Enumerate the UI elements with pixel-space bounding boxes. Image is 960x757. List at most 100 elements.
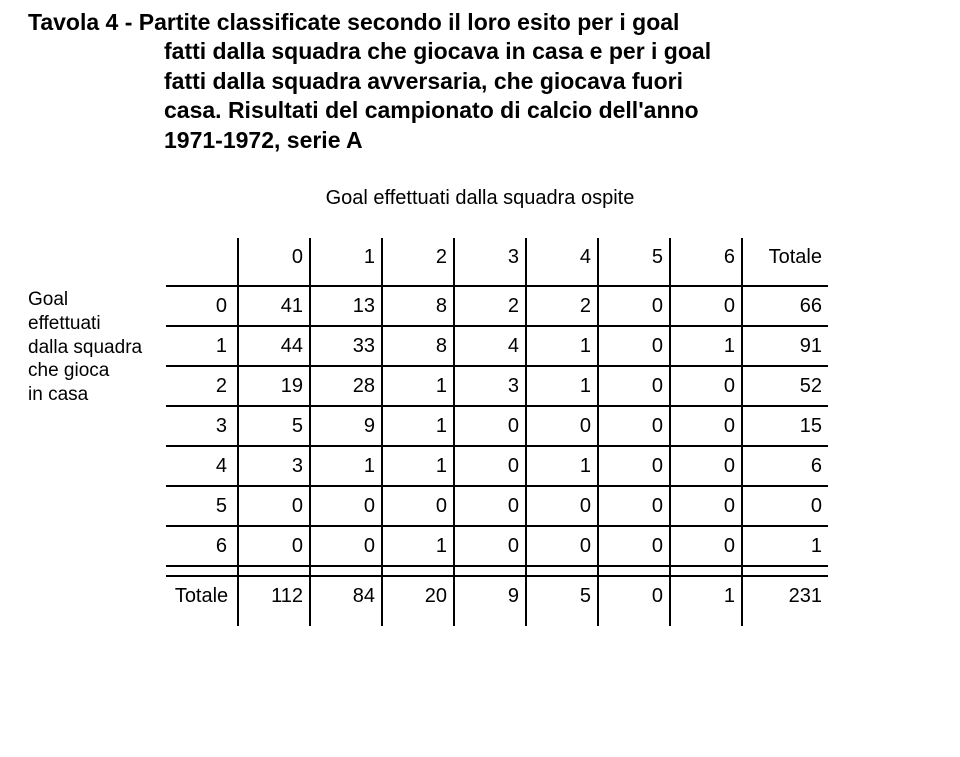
cell: 0	[598, 326, 670, 366]
col-header: 5	[598, 238, 670, 276]
cell: 19	[238, 366, 310, 406]
row-header: 5	[166, 486, 238, 526]
table-row: 1 44 33 8 4 1 0 1 91	[166, 326, 828, 366]
col-total: 5	[526, 576, 598, 616]
cell: 9	[310, 406, 382, 446]
col-total: 9	[454, 576, 526, 616]
row-header: 2	[166, 366, 238, 406]
column-group-label: Goal effettuati dalla squadra ospite	[28, 187, 932, 210]
cell: 5	[238, 406, 310, 446]
col-header-total: Totale	[742, 238, 828, 276]
rowlabel-line: Goal	[28, 288, 166, 312]
col-total: 84	[310, 576, 382, 616]
title-line-3: fatti dalla squadra avversaria, che gioc…	[28, 67, 932, 96]
cell: 0	[526, 406, 598, 446]
row-header: 4	[166, 446, 238, 486]
cell: 0	[526, 486, 598, 526]
cell: 0	[454, 526, 526, 566]
rowlabel-line: che gioca	[28, 359, 166, 383]
contingency-table: 0 1 2 3 4 5 6 Totale 0 41 13 8 2 2 0 0 6…	[166, 238, 828, 626]
cell: 13	[310, 286, 382, 326]
cell: 0	[526, 526, 598, 566]
cell: 0	[454, 486, 526, 526]
cell: 0	[670, 486, 742, 526]
cell: 4	[454, 326, 526, 366]
table-row: 6 0 0 1 0 0 0 0 1	[166, 526, 828, 566]
cell: 1	[382, 526, 454, 566]
cell: 1	[382, 366, 454, 406]
col-header: 2	[382, 238, 454, 276]
col-header: 4	[526, 238, 598, 276]
cell: 3	[454, 366, 526, 406]
cell: 0	[670, 366, 742, 406]
rowlabel-line: dalla squadra	[28, 336, 166, 360]
row-header: 6	[166, 526, 238, 566]
title-line-5: 1971-1972, serie A	[28, 126, 932, 155]
row-header: 1	[166, 326, 238, 366]
cell: 1	[526, 446, 598, 486]
cell: 0	[238, 526, 310, 566]
cell: 0	[310, 526, 382, 566]
cell: 44	[238, 326, 310, 366]
header-row: 0 1 2 3 4 5 6 Totale	[166, 238, 828, 276]
cell: 41	[238, 286, 310, 326]
cell: 0	[598, 406, 670, 446]
col-header: 1	[310, 238, 382, 276]
col-total: 1	[670, 576, 742, 616]
table-container: Goal effettuati dalla squadra che gioca …	[28, 238, 932, 626]
cell: 2	[454, 286, 526, 326]
title-line-2: fatti dalla squadra che giocava in casa …	[28, 37, 932, 66]
table-row: 0 41 13 8 2 2 0 0 66	[166, 286, 828, 326]
cell: 0	[598, 486, 670, 526]
cell: 0	[598, 366, 670, 406]
row-header: 3	[166, 406, 238, 446]
table-row: 3 5 9 1 0 0 0 0 15	[166, 406, 828, 446]
row-total: 91	[742, 326, 828, 366]
cell: 0	[238, 486, 310, 526]
rowlabel-line: effettuati	[28, 312, 166, 336]
col-header: 0	[238, 238, 310, 276]
cell: 0	[598, 286, 670, 326]
table-row: 2 19 28 1 3 1 0 0 52	[166, 366, 828, 406]
row-group-label: Goal effettuati dalla squadra che gioca …	[28, 238, 166, 407]
cell: 28	[310, 366, 382, 406]
col-total: 0	[598, 576, 670, 616]
cell: 0	[382, 486, 454, 526]
cell: 3	[238, 446, 310, 486]
row-header-total: Totale	[166, 576, 238, 616]
cell: 1	[310, 446, 382, 486]
cell: 0	[454, 406, 526, 446]
col-header: 6	[670, 238, 742, 276]
col-total: 20	[382, 576, 454, 616]
cell: 1	[382, 446, 454, 486]
row-total: 66	[742, 286, 828, 326]
cell: 0	[670, 526, 742, 566]
cell: 33	[310, 326, 382, 366]
cell: 0	[598, 446, 670, 486]
table-row: 4 3 1 1 0 1 0 0 6	[166, 446, 828, 486]
row-total: 0	[742, 486, 828, 526]
table-caption: Tavola 4 - Partite classificate secondo …	[28, 8, 932, 155]
grand-total: 231	[742, 576, 828, 616]
col-header: 3	[454, 238, 526, 276]
cell: 8	[382, 286, 454, 326]
cell: 1	[526, 326, 598, 366]
row-total: 6	[742, 446, 828, 486]
cell: 0	[670, 446, 742, 486]
cell: 8	[382, 326, 454, 366]
col-total: 112	[238, 576, 310, 616]
cell: 2	[526, 286, 598, 326]
row-total: 1	[742, 526, 828, 566]
cell: 1	[670, 326, 742, 366]
table-row: 5 0 0 0 0 0 0 0 0	[166, 486, 828, 526]
row-header: 0	[166, 286, 238, 326]
cell: 0	[670, 406, 742, 446]
totals-row: Totale 112 84 20 9 5 0 1 231	[166, 576, 828, 616]
cell: 0	[670, 286, 742, 326]
row-total: 15	[742, 406, 828, 446]
cell: 0	[598, 526, 670, 566]
title-line-1: Tavola 4 - Partite classificate secondo …	[28, 8, 932, 37]
row-total: 52	[742, 366, 828, 406]
cell: 1	[526, 366, 598, 406]
rowlabel-line: in casa	[28, 383, 166, 407]
